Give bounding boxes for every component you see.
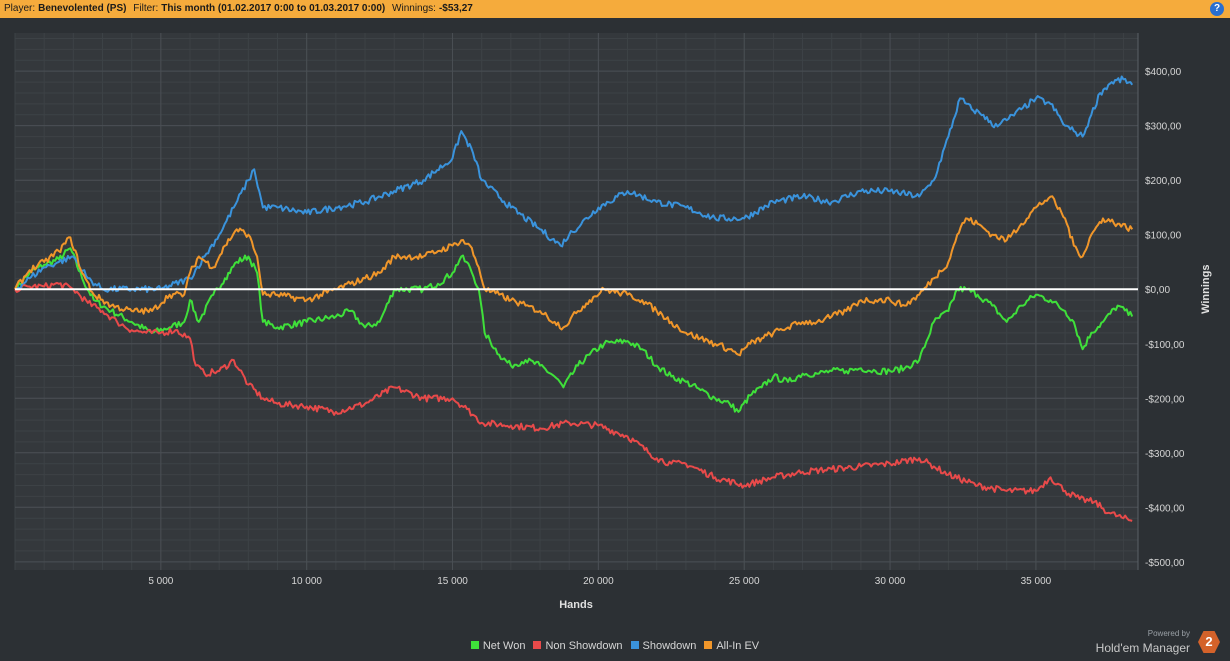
hem2-logo-icon: 2	[1198, 631, 1220, 653]
filter-label: Filter:	[133, 3, 159, 14]
x-tick-label: 35 000	[1021, 576, 1052, 587]
y-tick-label: -$200,00	[1145, 394, 1185, 405]
legend-item[interactable]: Non Showdown	[533, 640, 623, 652]
player-value: Benevolented (PS)	[38, 3, 127, 14]
y-axis-title: Winnings	[1200, 265, 1212, 314]
y-tick-label: $300,00	[1145, 122, 1182, 133]
y-tick-label: -$400,00	[1145, 503, 1185, 514]
winnings-label: Winnings:	[392, 3, 436, 14]
y-tick-label: $0,00	[1145, 285, 1170, 296]
player-label: Player:	[4, 3, 36, 14]
legend-label: Non Showdown	[545, 640, 623, 652]
legend-swatch-icon	[533, 641, 542, 649]
brand-name: Hold'em Manager	[1095, 641, 1190, 655]
legend-label: Showdown	[642, 640, 697, 652]
filter-value: This month (01.02.2017 0:00 to 01.03.201…	[161, 3, 386, 14]
y-tick-label: -$100,00	[1145, 340, 1185, 351]
legend-swatch-icon	[470, 641, 479, 649]
winnings-chart: 5 000 10 000 15 000 20 000 25 000 30 000 35 00…	[14, 33, 1212, 611]
x-tick-label: 20 000	[583, 576, 614, 587]
filter-bar: Player: Benevolented (PS) Filter: This mon…	[0, 0, 1230, 18]
x-tick-label: 25 000	[729, 576, 760, 587]
series-line-non-showdown	[14, 281, 1133, 522]
help-icon[interactable]: ?	[1210, 2, 1224, 16]
series-line-net-won	[14, 247, 1134, 413]
plot-area	[15, 33, 1138, 570]
x-tick-label: 10 000	[291, 576, 322, 587]
x-tick-label: 30 000	[875, 576, 906, 587]
powered-by-text: Powered by	[1147, 629, 1190, 638]
y-tick-label: $400,00	[1145, 67, 1182, 78]
legend-label: Net Won	[482, 640, 526, 652]
legend-swatch-icon	[704, 641, 713, 649]
series-line-all-in-ev	[14, 195, 1134, 357]
x-tick-label: 15 000	[437, 576, 468, 587]
y-tick-label: $100,00	[1145, 231, 1182, 242]
brand-logo: Powered by Hold'em Manager 2	[1090, 627, 1220, 657]
y-tick-label: $200,00	[1145, 176, 1182, 187]
legend-item[interactable]: Net Won	[470, 640, 526, 652]
legend-item[interactable]: Showdown	[630, 640, 697, 652]
x-tick-label: 5 000	[148, 576, 173, 587]
winnings-value: -$53,27	[438, 3, 473, 14]
x-axis-title: Hands	[559, 599, 593, 611]
legend-label: All-In EV	[716, 640, 760, 652]
legend-swatch-icon	[630, 641, 639, 649]
y-tick-label: -$300,00	[1145, 449, 1185, 460]
chart-legend: Net Won Non Showdown Showdown All-In EV	[0, 640, 1230, 652]
y-tick-label: -$500,00	[1145, 558, 1185, 569]
series-line-showdown	[14, 75, 1134, 294]
legend-item[interactable]: All-In EV	[704, 640, 759, 652]
